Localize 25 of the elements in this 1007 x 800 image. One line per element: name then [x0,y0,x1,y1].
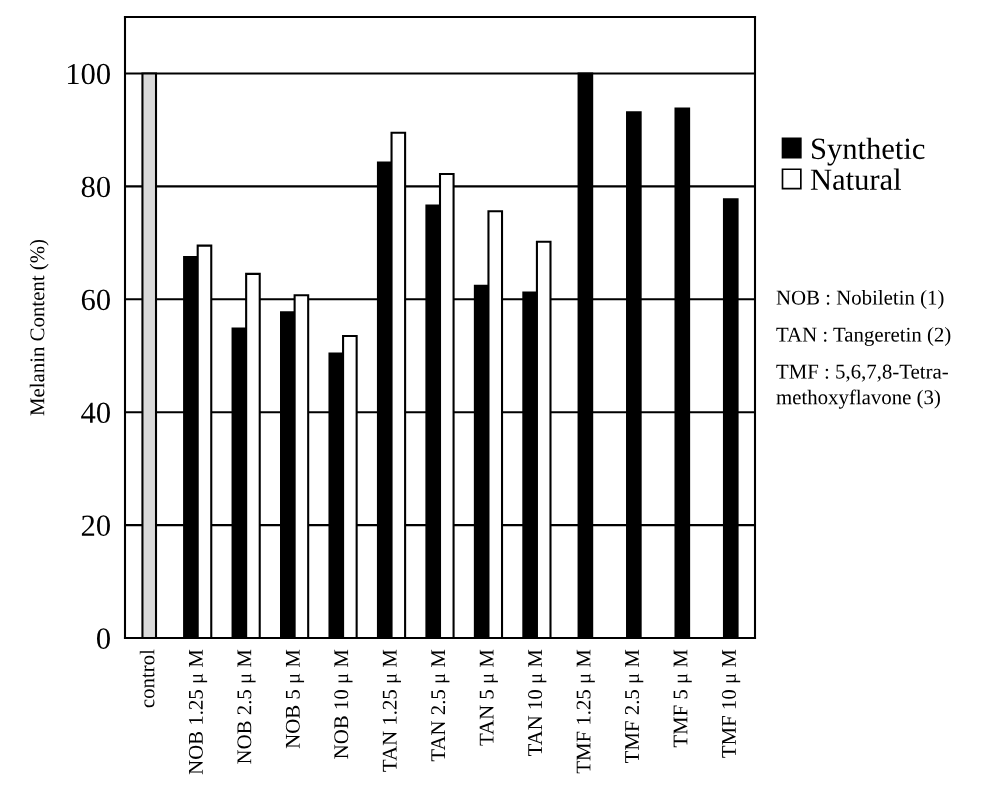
x-tick-label: TAN 1.25 μ M [382,649,401,772]
x-tick-label: control [139,649,155,708]
y-tick-label: 40 [81,402,110,424]
text: NOB : Nobiletin (1) [776,290,944,309]
y-tick-label: 0 [97,628,110,649]
y-axis-title: Melanin Content (%) [29,239,49,416]
legend-label: Synthetic [812,137,925,166]
x-tick-label: TAN 5 μ M [479,649,498,746]
x-tick-label: TMF 1.25 μ M [576,649,595,774]
x-tick-label: TMF 10 μ M [721,649,741,758]
x-tick-label: TMF 5 μ M [673,649,692,748]
y-tick-label: 80 [81,176,110,198]
x-tick-label: NOB 2.5 μ M [237,649,256,764]
x-tick-label: TAN 2.5 μ M [431,649,450,762]
y-tick-label: 100 [67,63,110,85]
x-tick-label: TMF 2.5 μ M [625,649,644,763]
x-tick-label: TAN 10 μ M [528,649,547,757]
y-tick-label: 20 [81,515,110,536]
x-tick-label: NOB 5 μ M [285,649,305,749]
x-tick-label: NOB 1.25 μ M [188,649,208,775]
text: TMF : 5,6,7,8-Tetra- methoxyflavone (3) [776,364,948,409]
x-tick-label: NOB 10 μ M [334,649,353,759]
text: TAN : Tangeretin (2) [776,327,951,346]
y-tick-label: 60 [81,289,110,311]
legend-label: Natural [810,168,902,191]
